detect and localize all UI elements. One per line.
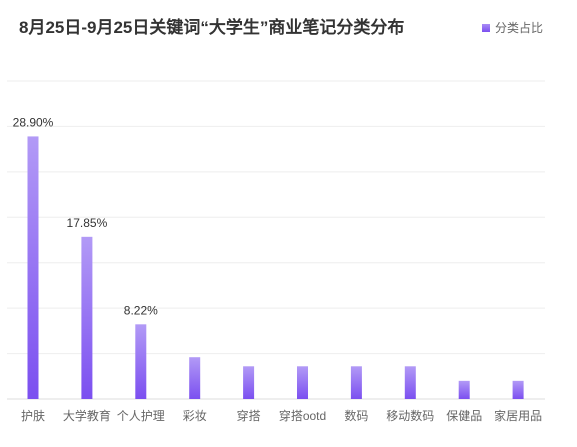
x-tick-label-8: 保健品 <box>446 409 482 423</box>
bar-9 <box>512 380 524 399</box>
x-tick-label-6: 数码 <box>344 408 368 423</box>
bars <box>27 136 524 399</box>
x-tick-label-4: 穿搭 <box>237 408 261 423</box>
bar-6 <box>350 366 362 399</box>
legend: 分类占比 <box>481 19 543 36</box>
x-tick-label-1: 大学教育 <box>63 408 111 423</box>
data-labels: 28.90% 17.85% 8.22% <box>13 115 158 317</box>
bar-3 <box>189 357 201 399</box>
legend-label: 分类占比 <box>494 21 543 35</box>
legend-swatch <box>481 23 490 32</box>
x-axis-ticks: 护肤 大学教育 个人护理 彩妆 穿搭 穿搭ootd 数码 移动数码 保健品 家居用品 <box>21 408 542 423</box>
bar-8 <box>458 380 470 399</box>
x-tick-label-0: 护肤 <box>21 408 45 423</box>
x-tick-label-7: 移动数码 <box>386 408 434 423</box>
bar-2 <box>135 324 147 399</box>
x-tick-label-2: 个人护理 <box>117 409 165 423</box>
x-tick-label-3: 彩妆 <box>183 409 207 423</box>
data-label-1: 17.85% <box>67 216 108 230</box>
chart-title: 8月25日-9月25日关键词“大学生”商业笔记分类分布 <box>19 18 405 37</box>
x-tick-label-5: 穿搭ootd <box>279 408 326 423</box>
bar-1 <box>81 236 93 399</box>
bar-5 <box>297 366 308 399</box>
data-label-0: 28.90% <box>13 115 54 129</box>
bar-0 <box>27 136 39 399</box>
x-tick-label-9: 家居用品 <box>494 408 542 423</box>
grid-lines <box>7 80 545 400</box>
bar-4 <box>243 366 255 399</box>
bar-7 <box>404 366 416 399</box>
data-label-2: 8.22% <box>124 303 158 317</box>
